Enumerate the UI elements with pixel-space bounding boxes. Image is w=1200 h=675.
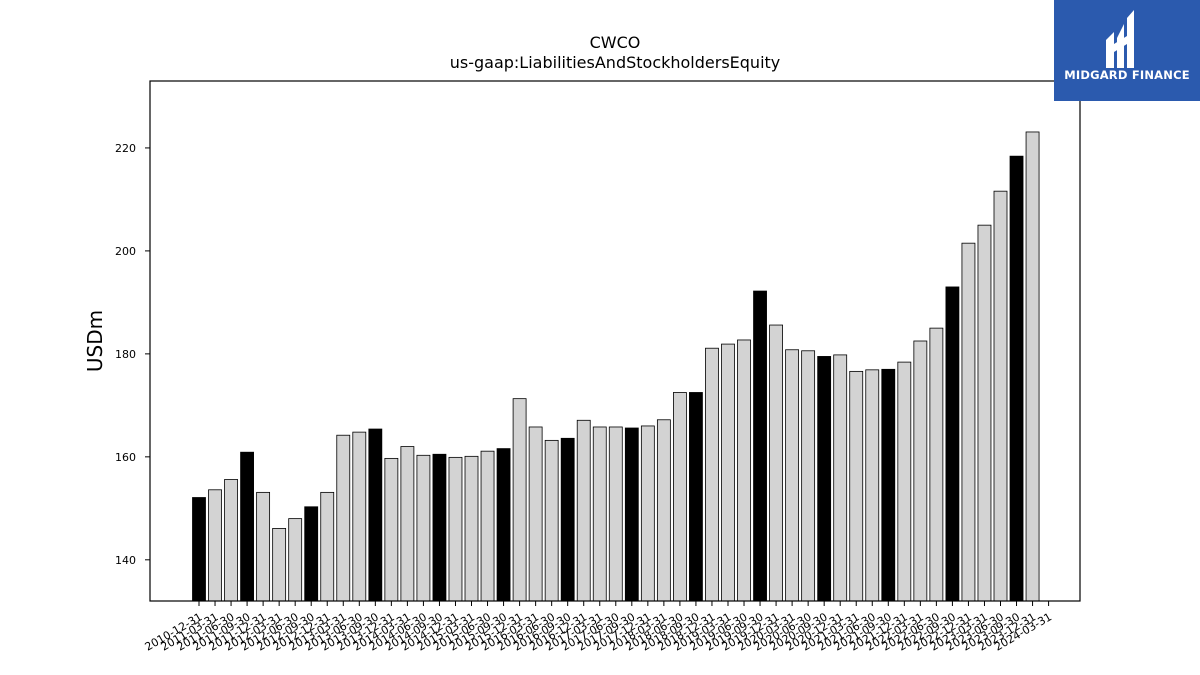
- bar: [368, 428, 383, 602]
- bar: [192, 497, 206, 602]
- bar: [624, 427, 639, 602]
- bar: [865, 369, 880, 602]
- bar: [929, 327, 944, 602]
- bar: [801, 350, 816, 602]
- bar: [256, 491, 271, 602]
- bar: [785, 349, 800, 602]
- bar: [897, 361, 912, 602]
- y-axis-label: USDm: [83, 310, 107, 372]
- bar: [384, 457, 399, 602]
- bar: [400, 446, 415, 602]
- y-tick-label: 160: [115, 451, 136, 464]
- chart-title: CWCO: [590, 33, 641, 52]
- y-tick-label: 180: [115, 348, 136, 361]
- chart-subtitle: us-gaap:LiabilitiesAndStockholdersEquity: [450, 53, 781, 72]
- bar: [689, 392, 703, 602]
- bar: [977, 224, 992, 602]
- axes-frame: [149, 80, 1081, 602]
- logo: MIDGARD FINANCE: [1054, 0, 1200, 101]
- bar: [432, 453, 447, 602]
- bar: [320, 491, 335, 602]
- bar: [352, 431, 367, 602]
- bar: [1025, 131, 1040, 602]
- bar: [737, 339, 751, 602]
- bar: [528, 426, 543, 602]
- bar: [576, 419, 591, 602]
- bar: [705, 347, 719, 602]
- bar: [544, 439, 559, 602]
- bar: [608, 426, 623, 602]
- bar: [640, 425, 655, 602]
- bar: [945, 286, 960, 602]
- bar: [1009, 155, 1024, 602]
- bar: [304, 506, 319, 602]
- midgard-logo-icon: [1106, 10, 1134, 68]
- bar: [560, 437, 575, 602]
- plot-area: 1401601802002202010-12-312011-03-312011-…: [115, 131, 1054, 654]
- bar: [240, 451, 254, 602]
- y-tick-label: 140: [115, 554, 136, 567]
- bar: [993, 190, 1008, 602]
- bar: [833, 354, 848, 602]
- bar: [480, 450, 495, 602]
- logo-text: MIDGARD FINANCE: [1064, 68, 1190, 82]
- bar: [288, 518, 303, 602]
- bar: [753, 290, 767, 602]
- y-tick-label: 220: [115, 142, 136, 155]
- bar: [272, 528, 287, 602]
- bar: [416, 454, 431, 602]
- bar: [656, 419, 671, 602]
- bar: [913, 340, 928, 602]
- bar: [496, 448, 511, 602]
- bar: [224, 479, 238, 602]
- bar: [817, 356, 832, 602]
- bar: [849, 370, 864, 602]
- bar: [448, 456, 463, 602]
- bar: [721, 343, 735, 602]
- bar: [336, 434, 351, 602]
- bar: [881, 368, 896, 602]
- bar: [208, 489, 222, 602]
- y-tick-label: 200: [115, 245, 136, 258]
- bar: [464, 455, 479, 602]
- bar: [769, 324, 783, 602]
- bar: [512, 398, 527, 602]
- bar: [592, 426, 607, 602]
- bar: [961, 242, 976, 602]
- bar: [673, 392, 687, 602]
